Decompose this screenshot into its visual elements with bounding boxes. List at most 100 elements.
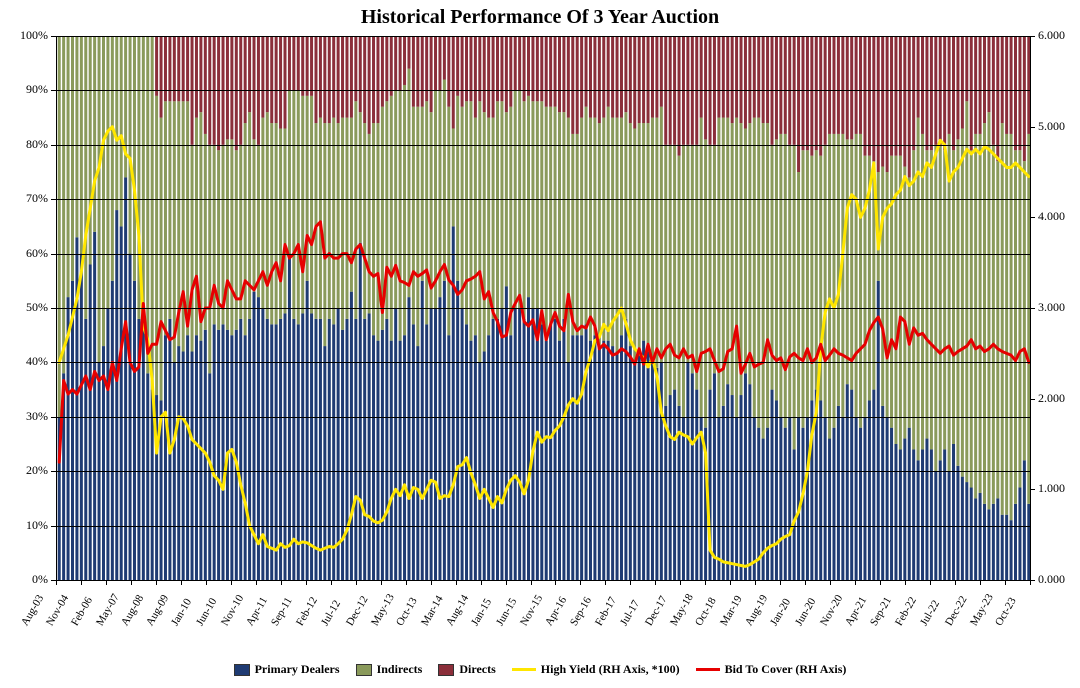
x-tick bbox=[81, 580, 82, 585]
gridline bbox=[56, 471, 1030, 472]
y-tick-left bbox=[51, 308, 56, 309]
y-tick-left bbox=[51, 199, 56, 200]
x-label: May-13 bbox=[369, 592, 397, 628]
y-label-right: 3.000 bbox=[1038, 300, 1065, 315]
gridline bbox=[56, 90, 1030, 91]
x-tick bbox=[980, 580, 981, 585]
legend-swatch bbox=[512, 668, 536, 671]
x-label: Feb-12 bbox=[294, 595, 320, 628]
x-label: Feb-22 bbox=[893, 595, 919, 628]
x-tick bbox=[481, 580, 482, 585]
x-tick bbox=[930, 580, 931, 585]
x-label: Apr-21 bbox=[843, 595, 869, 628]
legend-swatch bbox=[234, 664, 250, 676]
gridline bbox=[56, 254, 1030, 255]
x-tick bbox=[580, 580, 581, 585]
x-tick bbox=[206, 580, 207, 585]
y-label-left: 60% bbox=[0, 246, 48, 261]
gridline bbox=[56, 145, 1030, 146]
x-label: Mar-14 bbox=[419, 594, 446, 628]
legend: Primary Dealers Indirects Directs High Yiel… bbox=[0, 662, 1080, 677]
y-label-left: 80% bbox=[0, 137, 48, 152]
y-label-left: 30% bbox=[0, 409, 48, 424]
x-label: Nov-04 bbox=[44, 593, 71, 628]
x-tick bbox=[805, 580, 806, 585]
y-label-right: 0.000 bbox=[1038, 572, 1065, 587]
x-label: May-07 bbox=[94, 592, 122, 628]
x-tick bbox=[730, 580, 731, 585]
y-tick-left bbox=[51, 471, 56, 472]
x-label: Jul-17 bbox=[618, 598, 642, 628]
y-label-right: 5.000 bbox=[1038, 119, 1065, 134]
x-label: Jun-20 bbox=[793, 596, 818, 628]
x-tick bbox=[431, 580, 432, 585]
high-yield-line bbox=[59, 127, 1029, 567]
y-tick-left bbox=[51, 145, 56, 146]
x-label: Jan-10 bbox=[169, 597, 194, 628]
x-label: Nov-10 bbox=[219, 593, 246, 628]
right-axis-line bbox=[1030, 36, 1031, 580]
x-tick bbox=[630, 580, 631, 585]
bid-to-cover-line bbox=[59, 222, 1029, 462]
y-label-left: 70% bbox=[0, 191, 48, 206]
legend-swatch bbox=[356, 664, 372, 676]
x-tick bbox=[705, 580, 706, 585]
legend-item-bid_to_cover: Bid To Cover (RH Axis) bbox=[696, 662, 847, 677]
x-tick bbox=[456, 580, 457, 585]
x-label: Feb-06 bbox=[69, 595, 95, 628]
x-label: Aug-09 bbox=[144, 593, 171, 628]
legend-swatch bbox=[696, 668, 720, 671]
x-tick bbox=[106, 580, 107, 585]
gridline bbox=[56, 417, 1030, 418]
y-label-left: 0% bbox=[0, 572, 48, 587]
x-label: Oct-13 bbox=[394, 596, 420, 628]
x-label: Jan-15 bbox=[469, 597, 494, 628]
chart-title: Historical Performance Of 3 Year Auction bbox=[0, 6, 1080, 29]
x-tick bbox=[306, 580, 307, 585]
y-tick-left bbox=[51, 526, 56, 527]
x-tick bbox=[555, 580, 556, 585]
x-label: Dec-22 bbox=[943, 594, 970, 628]
x-label: Feb-17 bbox=[593, 595, 619, 628]
x-tick bbox=[181, 580, 182, 585]
x-tick bbox=[406, 580, 407, 585]
gridline bbox=[56, 308, 1030, 309]
y-tick-left bbox=[51, 90, 56, 91]
x-label: Aug-03 bbox=[19, 593, 46, 628]
y-tick-left bbox=[51, 362, 56, 363]
x-tick bbox=[880, 580, 881, 585]
x-label: Nov-20 bbox=[818, 593, 845, 628]
x-label: Nov-15 bbox=[518, 593, 545, 628]
x-tick bbox=[855, 580, 856, 585]
x-tick bbox=[356, 580, 357, 585]
x-tick bbox=[256, 580, 257, 585]
x-tick bbox=[381, 580, 382, 585]
y-label-right: 4.000 bbox=[1038, 209, 1065, 224]
legend-item-indirects: Indirects bbox=[356, 662, 423, 677]
legend-item-primary_dealers: Primary Dealers bbox=[234, 662, 340, 677]
x-label: Apr-16 bbox=[543, 595, 569, 628]
x-label: Oct-23 bbox=[993, 596, 1019, 628]
legend-label: Primary Dealers bbox=[255, 662, 340, 677]
legend-label: High Yield (RH Axis, *100) bbox=[541, 662, 680, 677]
gridline bbox=[56, 199, 1030, 200]
legend-item-directs: Directs bbox=[438, 662, 495, 677]
x-label: Aug-08 bbox=[119, 593, 146, 628]
x-label: Apr-11 bbox=[244, 595, 270, 628]
x-label: Sep-21 bbox=[868, 595, 894, 628]
x-tick bbox=[281, 580, 282, 585]
x-label: May-23 bbox=[968, 592, 996, 628]
x-tick bbox=[531, 580, 532, 585]
x-tick bbox=[1030, 580, 1031, 585]
chart-container: Historical Performance Of 3 Year Auction… bbox=[0, 0, 1080, 688]
x-tick bbox=[331, 580, 332, 585]
gridline bbox=[56, 36, 1030, 37]
x-tick bbox=[905, 580, 906, 585]
gridline bbox=[56, 526, 1030, 527]
x-tick bbox=[755, 580, 756, 585]
y-label-left: 50% bbox=[0, 300, 48, 315]
x-label: Sep-16 bbox=[568, 595, 594, 628]
x-label: Sep-11 bbox=[269, 595, 295, 628]
x-tick bbox=[780, 580, 781, 585]
y-label-left: 10% bbox=[0, 518, 48, 533]
